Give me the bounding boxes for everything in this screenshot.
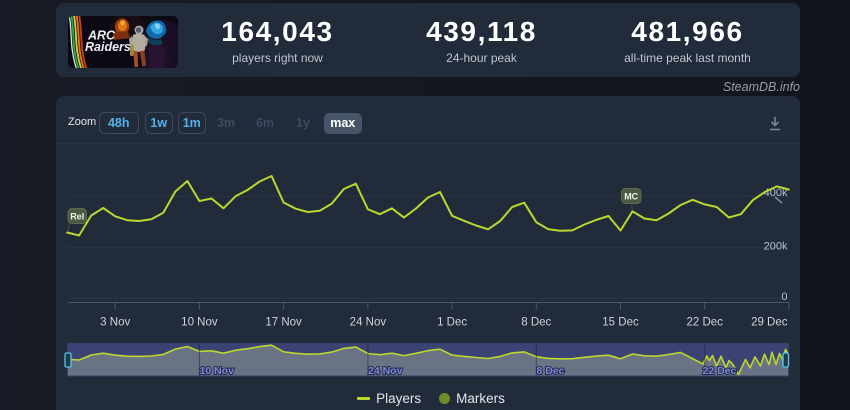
svg-text:15 Dec: 15 Dec [602, 317, 639, 329]
svg-text:22 Dec: 22 Dec [686, 317, 723, 329]
svg-text:ARC: ARC [87, 29, 116, 43]
svg-text:10 Nov: 10 Nov [181, 317, 218, 329]
svg-text:17 Nov: 17 Nov [265, 317, 302, 329]
svg-text:1 Dec: 1 Dec [437, 317, 467, 329]
svg-text:200k: 200k [764, 241, 788, 253]
svg-text:24 Nov: 24 Nov [350, 317, 387, 329]
svg-text:8 Dec: 8 Dec [537, 365, 565, 377]
svg-text:22 Dec: 22 Dec [703, 365, 737, 377]
svg-text:8 Dec: 8 Dec [521, 317, 551, 329]
svg-text:0: 0 [781, 291, 787, 303]
svg-text:Rel: Rel [70, 211, 84, 221]
svg-text:10 Nov: 10 Nov [200, 365, 235, 377]
svg-text:29 Dec: 29 Dec [751, 317, 788, 329]
svg-text:MC: MC [624, 191, 638, 201]
svg-text:24 Nov: 24 Nov [368, 365, 403, 377]
svg-text:Raiders: Raiders [85, 40, 131, 54]
svg-text:3 Nov: 3 Nov [100, 317, 130, 329]
